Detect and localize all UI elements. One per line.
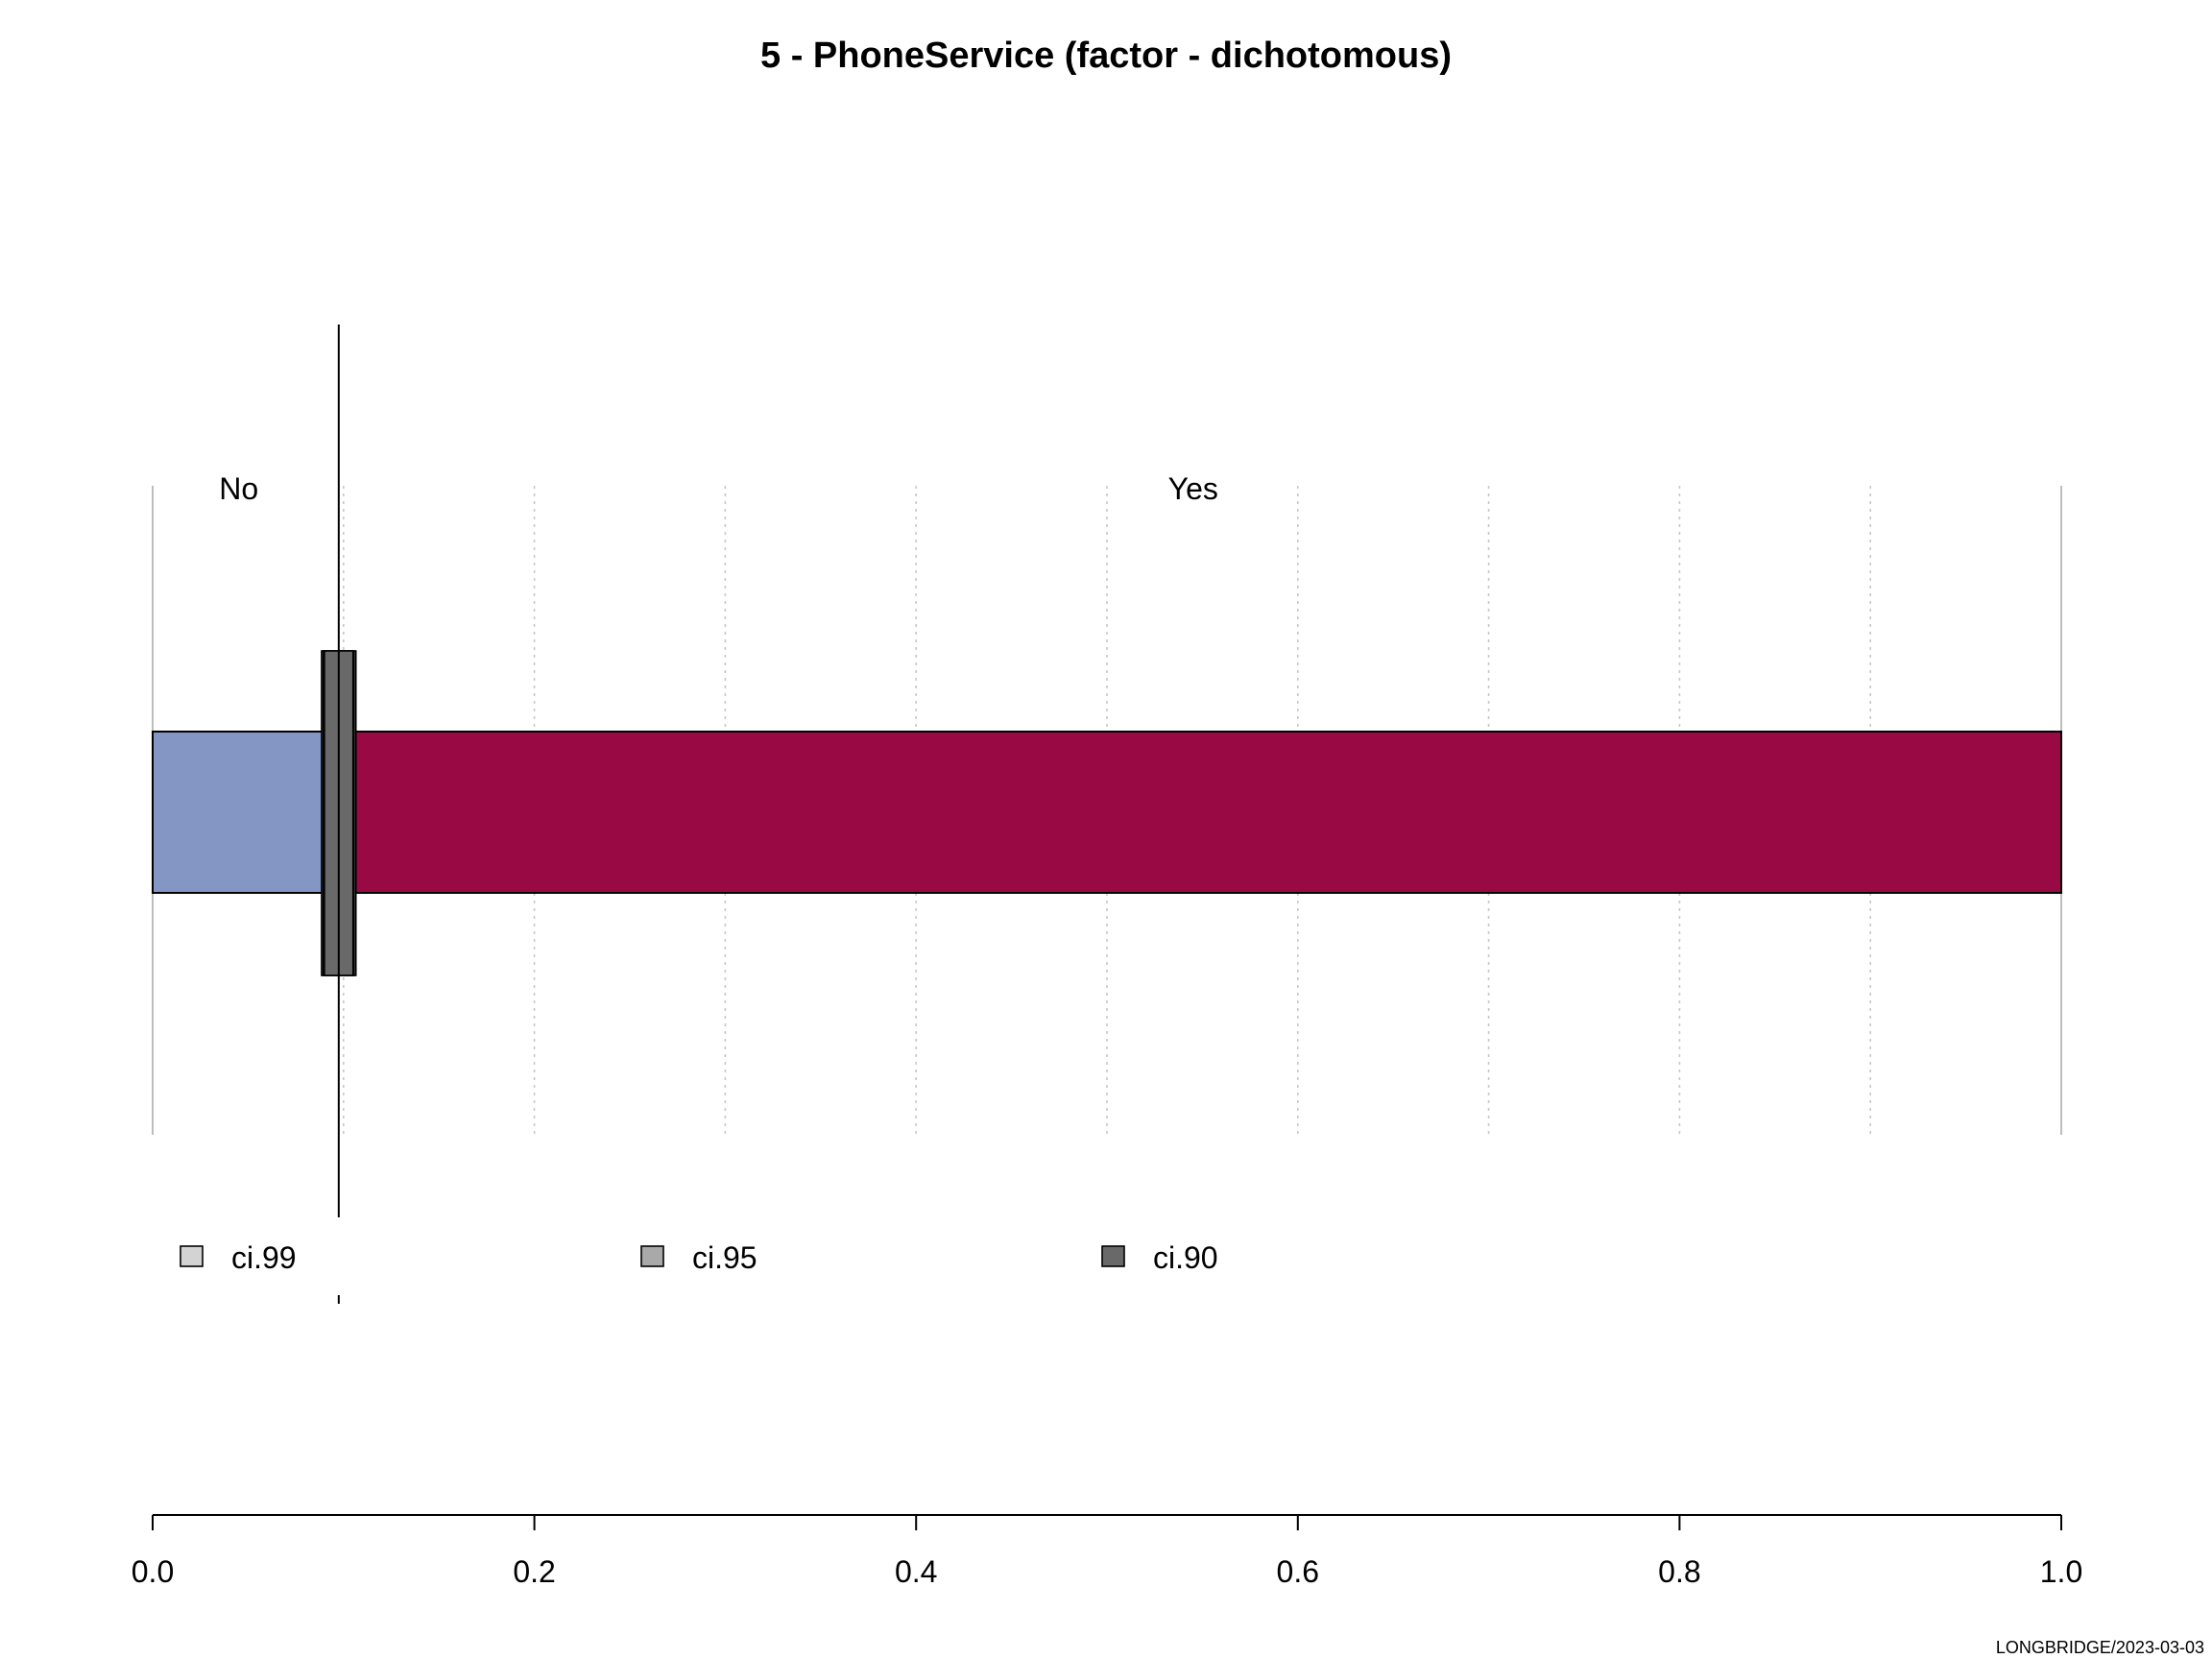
- x-tick-label: 0.0: [132, 1554, 174, 1589]
- legend-swatch-ci90: [1101, 1245, 1125, 1267]
- footer-text: LONGBRIDGE/2023-03-03: [1996, 1638, 2204, 1657]
- category-labels: No Yes: [219, 471, 1218, 506]
- legend-swatch-ci95: [640, 1245, 664, 1267]
- category-label-yes: Yes: [1168, 471, 1218, 506]
- x-axis: 0.0 0.2 0.4 0.6 0.8 1.0: [132, 1514, 2082, 1589]
- legend-label-ci90: ci.90: [1153, 1240, 1218, 1275]
- bar-yes: [324, 731, 2063, 894]
- legend-label-ci95: ci.95: [692, 1240, 757, 1275]
- x-tick-label: 0.6: [1277, 1554, 1319, 1589]
- category-label-no: No: [219, 471, 258, 506]
- chart-title: 5 - PhoneService (factor - dichotomous): [760, 36, 1452, 76]
- legend-label-ci99: ci.99: [231, 1240, 297, 1275]
- x-tick-label: 0.2: [513, 1554, 555, 1589]
- x-tick-label: 0.4: [895, 1554, 937, 1589]
- legend: ci.99 ci.95 ci.90: [180, 1240, 1218, 1275]
- x-tick-label: 1.0: [2040, 1554, 2082, 1589]
- x-tick-label: 0.8: [1658, 1554, 1700, 1589]
- bars: [152, 731, 2063, 894]
- legend-swatch-ci99: [180, 1245, 204, 1267]
- bar-no: [152, 731, 326, 894]
